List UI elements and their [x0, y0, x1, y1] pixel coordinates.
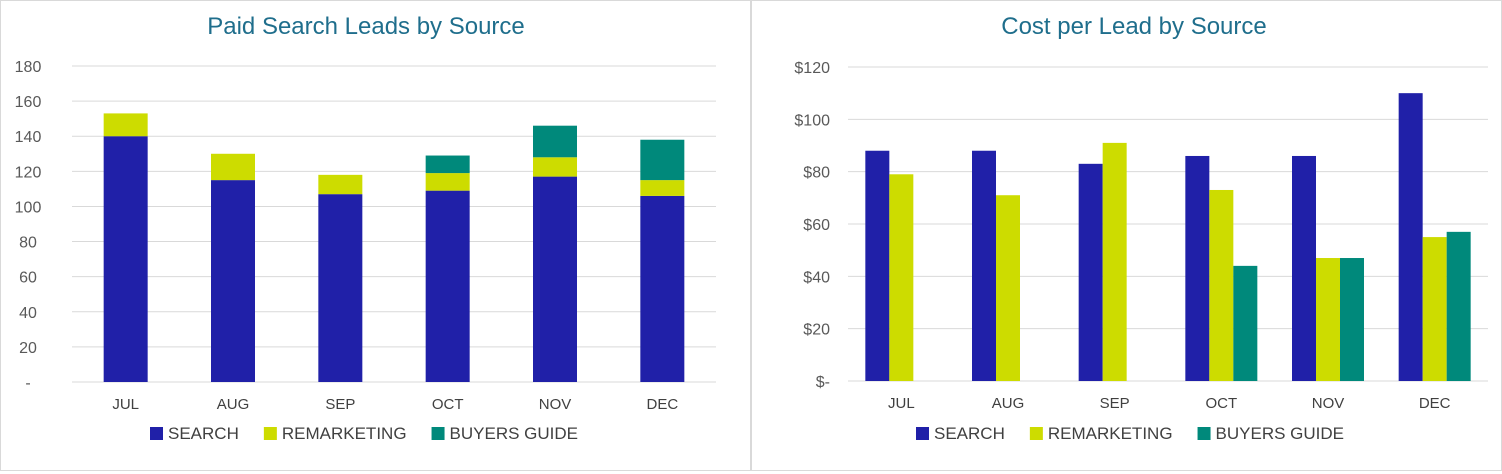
chart-1-xtick-label: NOV — [1312, 395, 1345, 412]
chart-1-ytick-label: $80 — [803, 165, 830, 182]
chart-0-legend-swatch-buyers-guide — [431, 427, 445, 440]
chart-1-bar-buyers-guide-oct — [1233, 265, 1258, 381]
chart-1-bar-search-sep — [1078, 163, 1103, 381]
chart-1-bar-search-oct — [1185, 155, 1210, 381]
chart-1-bar-remarketing-jul — [889, 174, 914, 381]
chart-1-bar-remarketing-dec — [1422, 237, 1447, 381]
chart-0-xtick-label: SEP — [325, 396, 355, 413]
cost-chart-panel: Cost per Lead by Source $- $20 $40 $60 $80 $10… — [751, 0, 1502, 474]
chart-0-bar-remarketing-jul — [103, 113, 148, 137]
chart-0-bar-buyers-guide-nov — [533, 125, 577, 158]
chart-0-bar-remarketing-dec — [640, 180, 685, 196]
chart-0-legend-label-search: SEARCH — [168, 424, 239, 443]
chart-1-bar-search-jul — [865, 150, 890, 381]
chart-0-ytick-label: 60 — [19, 270, 37, 287]
chart-0-bar-search-aug — [211, 180, 255, 382]
chart-1-ytick-label: $120 — [794, 60, 830, 77]
chart-0-ytick-label: 80 — [19, 235, 37, 252]
chart-1-ytick-label: $20 — [803, 322, 830, 339]
chart-0-xtick-label: AUG — [217, 396, 250, 413]
chart-0-ytick-label: 180 — [15, 59, 42, 76]
chart-1-title: Cost per Lead by Source — [1001, 13, 1267, 40]
chart-1-legend-swatch-buyers-guide — [1197, 427, 1211, 440]
chart-1-bar-buyers-guide-nov — [1340, 258, 1364, 381]
chart-0-xtick-label: JUL — [112, 396, 139, 413]
chart-0-xtick-label: OCT — [432, 396, 464, 413]
chart-0-xtick-label: DEC — [646, 396, 678, 413]
leads-chart: Paid Search Leads by Source - 20 40 60 80 100 1… — [0, 0, 751, 471]
chart-1-bar-remarketing-oct — [1209, 189, 1234, 381]
chart-1-bar-search-nov — [1292, 155, 1316, 381]
chart-0-bar-search-sep — [318, 194, 363, 382]
chart-1-bar-buyers-guide-dec — [1446, 231, 1471, 381]
chart-1-legend-label-buyers-guide: BUYERS GUIDE — [1216, 424, 1344, 443]
chart-1-bar-search-dec — [1398, 93, 1423, 382]
chart-0-legend-swatch-search — [150, 427, 163, 440]
chart-0-bar-search-oct — [425, 190, 470, 382]
chart-0-frame — [0, 0, 751, 471]
chart-1-xtick-label: SEP — [1100, 395, 1130, 412]
chart-0-ytick-label: 100 — [15, 199, 42, 216]
chart-0-legend-label-buyers-guide: BUYERS GUIDE — [450, 424, 578, 443]
chart-1-legend-label-search: SEARCH — [934, 424, 1005, 443]
chart-0-bar-remarketing-sep — [318, 174, 363, 195]
chart-0-bar-search-nov — [533, 176, 577, 382]
chart-0-bar-remarketing-aug — [211, 153, 255, 181]
chart-0-ytick-label: 160 — [15, 94, 42, 111]
chart-1-ytick-label: $60 — [803, 217, 830, 234]
chart-1-bar-remarketing-nov — [1316, 258, 1340, 381]
chart-1-legend-label-remarketing: REMARKETING — [1048, 424, 1173, 443]
chart-1-legend-swatch-search — [916, 427, 929, 440]
chart-1-ytick-label: $- — [816, 374, 830, 391]
chart-0-xtick-label: NOV — [539, 396, 572, 413]
chart-0-ytick-label: 40 — [19, 305, 37, 322]
chart-0-ytick-label: - — [25, 375, 30, 392]
chart-0-bar-search-dec — [640, 195, 685, 382]
chart-1-xtick-label: OCT — [1205, 395, 1237, 412]
chart-0-ytick-label: 20 — [19, 340, 37, 357]
chart-0-legend-swatch-remarketing — [263, 427, 277, 440]
chart-0-bar-search-jul — [103, 136, 148, 382]
chart-0-legend-label-remarketing: REMARKETING — [282, 424, 407, 443]
chart-0-ytick-label: 120 — [15, 164, 42, 181]
chart-1-bar-search-aug — [972, 150, 996, 381]
chart-0-bar-buyers-guide-oct — [425, 155, 470, 174]
chart-1-ytick-label: $40 — [803, 269, 830, 286]
chart-0-ytick-label: 140 — [15, 129, 42, 146]
chart-1-ytick-label: $100 — [794, 112, 830, 129]
chart-1-bar-remarketing-aug — [996, 195, 1020, 381]
leads-chart-panel: Paid Search Leads by Source - 20 40 60 80 100 1… — [0, 0, 751, 471]
chart-1-xtick-label: AUG — [992, 395, 1025, 412]
chart-0-bar-remarketing-oct — [425, 173, 470, 191]
chart-1-legend-swatch-remarketing — [1029, 427, 1043, 440]
chart-1-xtick-label: JUL — [888, 395, 915, 412]
chart-0-bar-buyers-guide-dec — [640, 139, 685, 181]
cost-chart: Cost per Lead by Source $- $20 $40 $60 $80 $10… — [751, 0, 1502, 471]
chart-1-bar-remarketing-sep — [1102, 142, 1127, 381]
chart-0-bar-remarketing-nov — [533, 157, 577, 177]
chart-0-title: Paid Search Leads by Source — [207, 13, 525, 40]
chart-1-xtick-label: DEC — [1419, 395, 1451, 412]
